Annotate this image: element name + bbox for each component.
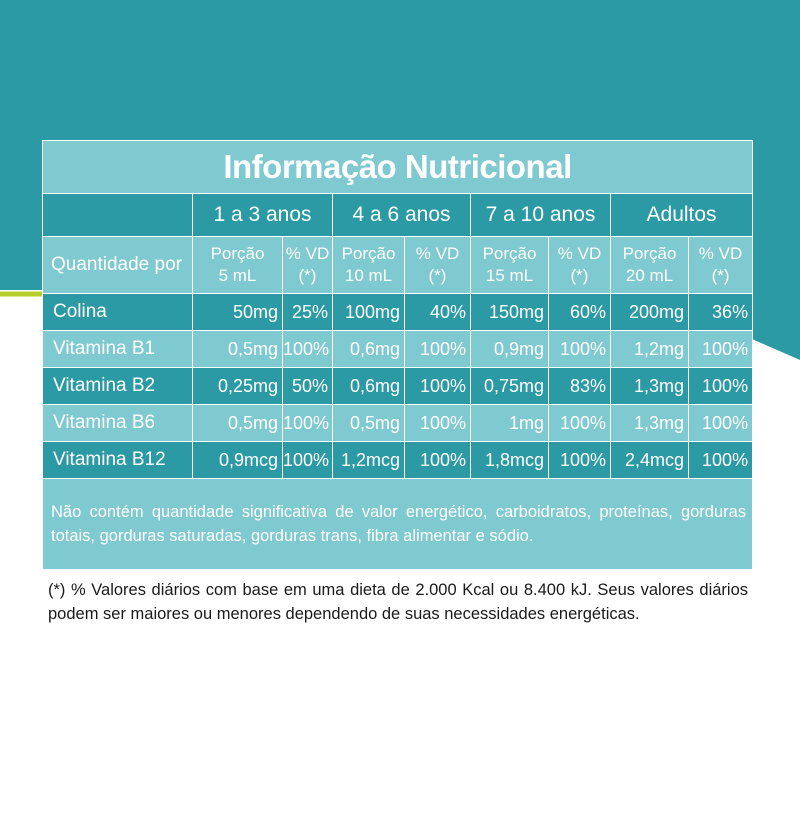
- vd-cell: 100%: [404, 367, 471, 405]
- age-group: 1 a 3 anos: [192, 193, 333, 237]
- table-title: Informação Nutricional: [41, 140, 754, 194]
- age-blank-cell: [42, 193, 193, 237]
- amount-cell: 50mg: [192, 293, 283, 331]
- amount-cell: 0,6mg: [332, 330, 405, 368]
- amount-cell: 2,4mcg: [610, 441, 689, 479]
- footnote: (*) % Valores diários com base em uma di…: [48, 581, 748, 623]
- portion-header: Porção 15 mL: [470, 236, 549, 294]
- vd-cell: 100%: [282, 404, 333, 442]
- nutrient-name: Vitamina B12: [42, 441, 193, 479]
- vd-cell: 100%: [282, 441, 333, 479]
- amount-cell: 1,8mcg: [470, 441, 549, 479]
- amount-cell: 0,5mg: [332, 404, 405, 442]
- age-group: 7 a 10 anos: [470, 193, 611, 237]
- nutrient-name: Vitamina B2: [42, 367, 193, 405]
- vd-cell: 100%: [687, 367, 754, 405]
- nutrient-name: Vitamina B6: [42, 404, 193, 442]
- nutrition-table: Informação Nutricional 1 a 3 anos 4 a 6 …: [41, 140, 754, 570]
- table-row: Vitamina B2 0,25mg 50% 0,6mg 100% 0,75mg…: [42, 367, 754, 405]
- vd-cell: 60%: [548, 293, 611, 331]
- vd-header: % VD (*): [404, 236, 471, 294]
- age-group: Adultos: [609, 193, 754, 237]
- amount-cell: 1mg: [470, 404, 549, 442]
- vd-cell: 50%: [282, 367, 333, 405]
- table-row: Vitamina B12 0,9mcg 100% 1,2mcg 100% 1,8…: [42, 441, 754, 479]
- amount-cell: 150mg: [470, 293, 549, 331]
- amount-cell: 0,9mcg: [192, 441, 283, 479]
- amount-cell: 1,2mg: [610, 330, 689, 368]
- vd-cell: 100%: [548, 330, 611, 368]
- table-row: Colina 50mg 25% 100mg 40% 150mg 60% 200m…: [42, 293, 754, 331]
- vd-cell: 100%: [282, 330, 333, 368]
- amount-cell: 100mg: [332, 293, 405, 331]
- vd-cell: 100%: [404, 404, 471, 442]
- vd-cell: 100%: [687, 441, 754, 479]
- amount-cell: 1,3mg: [610, 404, 689, 442]
- portion-header: Porção 5 mL: [192, 236, 283, 294]
- portion-header: Porção 10 mL: [332, 236, 405, 294]
- amount-cell: 0,5mg: [192, 404, 283, 442]
- nutrient-name: Vitamina B1: [42, 330, 193, 368]
- table-row: Vitamina B6 0,5mg 100% 0,5mg 100% 1mg 10…: [42, 404, 754, 442]
- vd-cell: 25%: [282, 293, 333, 331]
- vd-cell: 100%: [548, 441, 611, 479]
- vd-header: % VD (*): [282, 236, 333, 294]
- vd-cell: 100%: [687, 404, 754, 442]
- vd-cell: 83%: [548, 367, 611, 405]
- vd-cell: 40%: [404, 293, 471, 331]
- amount-cell: 200mg: [610, 293, 689, 331]
- amount-cell: 1,2mcg: [332, 441, 405, 479]
- table-note: Não contém quantidade significativa de v…: [41, 478, 754, 570]
- vd-cell: 36%: [687, 293, 754, 331]
- vd-header: % VD (*): [548, 236, 611, 294]
- portion-header: Porção 20 mL: [610, 236, 689, 294]
- vd-cell: 100%: [548, 404, 611, 442]
- amount-cell: 0,6mg: [332, 367, 405, 405]
- vd-cell: 100%: [404, 441, 471, 479]
- amount-cell: 0,9mg: [470, 330, 549, 368]
- amount-cell: 0,5mg: [192, 330, 283, 368]
- vd-cell: 100%: [687, 330, 754, 368]
- vd-cell: 100%: [404, 330, 471, 368]
- age-group: 4 a 6 anos: [332, 193, 471, 237]
- amount-cell: 0,75mg: [470, 367, 549, 405]
- amount-cell: 0,25mg: [192, 367, 283, 405]
- table-row: Vitamina B1 0,5mg 100% 0,6mg 100% 0,9mg …: [42, 330, 754, 368]
- vd-header: % VD (*): [687, 236, 754, 294]
- quantity-label: Quantidade por: [42, 236, 193, 294]
- amount-cell: 1,3mg: [610, 367, 689, 405]
- nutrient-name: Colina: [42, 293, 193, 331]
